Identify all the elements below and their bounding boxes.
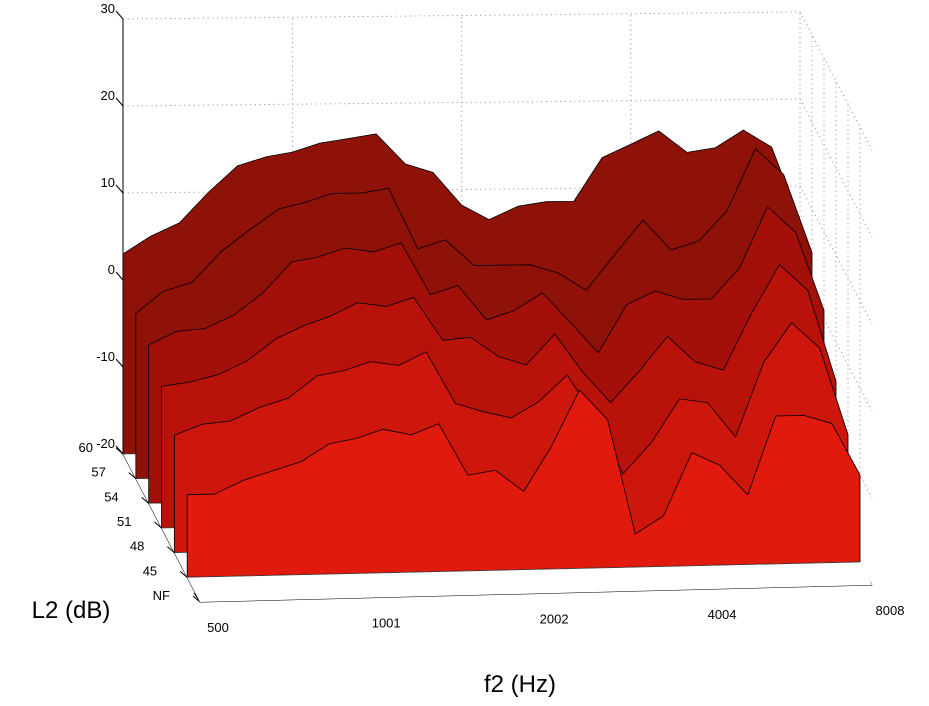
- z-tick-label: 10: [101, 175, 115, 190]
- floor-strip: [187, 562, 872, 602]
- x-tick-label: 500: [207, 620, 229, 635]
- floor-edge: [187, 561, 861, 578]
- z-tick-mark: [115, 445, 124, 455]
- y-tick-label: 60: [79, 440, 93, 455]
- chart-tick-labels: 500 1001 2002 4004 8008 NF 45 48 51 54 57 60 -20 -10 0…: [79, 1, 905, 635]
- x-tick-label: 1001: [372, 616, 401, 631]
- z-tick-label: -20: [96, 436, 115, 451]
- series-fill-45: [186, 389, 861, 578]
- z-tick-label: 0: [108, 262, 115, 277]
- z-tick-label: -10: [96, 349, 115, 364]
- y-axis-title: L2 (dB): [32, 597, 111, 624]
- y-tick-mark: [192, 595, 201, 603]
- y-tick-label: 54: [104, 489, 118, 504]
- x-axis-title: f2 (Hz): [484, 671, 556, 698]
- x-tick-label: 8008: [876, 603, 905, 618]
- z-tick-label: 20: [101, 88, 115, 103]
- x-tick-label: 4004: [708, 607, 737, 622]
- z-tick-mark: [115, 97, 124, 107]
- y-tick-mark: [179, 570, 188, 578]
- y-tick-label: NF: [153, 588, 170, 603]
- z-tick-mark: [115, 358, 124, 368]
- z-tick-mark: [115, 184, 124, 194]
- grid-line-z: [122, 11, 873, 151]
- chart-series: [122, 129, 872, 602]
- x-tick-label: 2002: [540, 611, 569, 626]
- y-tick-mark: [141, 496, 149, 504]
- z-tick-mark: [115, 10, 124, 20]
- y-tick-mark: [128, 472, 137, 480]
- y-tick-mark: [167, 546, 175, 554]
- z-tick-mark: [115, 271, 124, 281]
- y-tick-mark: [154, 521, 162, 529]
- y-tick-label: 57: [91, 465, 105, 480]
- series-sheet-45: [186, 389, 872, 602]
- y-tick-label: 51: [117, 514, 131, 529]
- z-tick-label: 30: [101, 1, 115, 16]
- y-tick-label: 48: [130, 539, 144, 554]
- y-tick-label: 45: [143, 563, 157, 578]
